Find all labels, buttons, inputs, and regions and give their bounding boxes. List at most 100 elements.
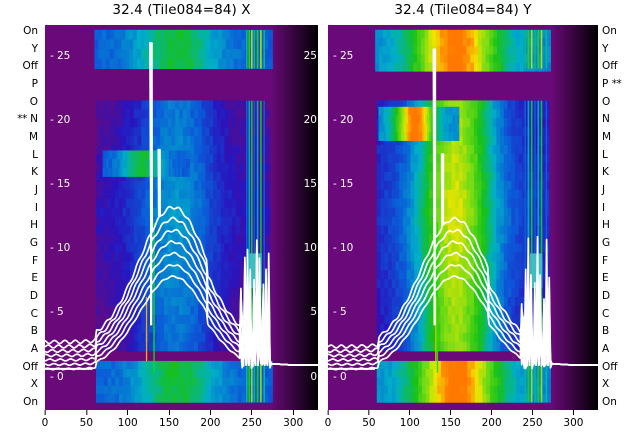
- x-tick-50: 50: [362, 410, 376, 429]
- row-label-on-0: On: [602, 25, 617, 37]
- y-tick-label-25-inner: -25: [333, 50, 353, 62]
- y-tick-label-20-inner: -20: [333, 114, 353, 126]
- row-label-d-15: D: [602, 290, 611, 302]
- row-label-n-5: N: [602, 113, 610, 126]
- panel-title-right: 32.4 (Tile084=84) Y: [394, 2, 532, 18]
- row-label-l-7: L: [602, 148, 608, 161]
- y-tick-mark: -: [333, 178, 337, 191]
- row-label-off-19: Off: [22, 360, 39, 373]
- row-label-g-12: G: [602, 237, 611, 249]
- y-tick-text: 20: [57, 113, 71, 126]
- y-tick-mark: -: [50, 306, 54, 319]
- y-tick-label-5-inner: -5: [50, 306, 64, 318]
- x-tick-mark: [572, 410, 574, 415]
- y-tick-label-25-outer: 25: [303, 49, 317, 62]
- x-tick-200: 200: [200, 410, 220, 429]
- y-tick-mark: -: [333, 49, 337, 62]
- y-tick-text: 15: [57, 178, 71, 191]
- heatmap-panel-y[interactable]: -0-5-10-15-20-25: [328, 25, 598, 410]
- x-tick-label: 150: [159, 417, 180, 429]
- row-label-k-8: K: [602, 166, 609, 179]
- row-label-h-11: H: [602, 219, 610, 232]
- y-tick-label-15-inner: -15: [50, 178, 70, 190]
- heatmap-panel-x[interactable]: -0-5-10-15-20-25 0 5 10 15 20 25: [45, 25, 318, 410]
- x-tick-100: 100: [400, 410, 420, 429]
- row-label-text: P: [602, 78, 609, 90]
- y-tick-label-10-inner: -10: [333, 242, 353, 254]
- x-tick-mark: [368, 410, 370, 415]
- row-label-off-19: Off: [602, 360, 618, 373]
- x-tick-mark: [409, 410, 411, 415]
- heatmap-canvas-x: [45, 25, 318, 410]
- y-tick-text: 10: [340, 242, 354, 255]
- x-tick-label: 0: [41, 417, 49, 429]
- row-label-a-18: A: [30, 343, 38, 355]
- x-tick-mark: [450, 410, 452, 415]
- x-tick-mark: [251, 410, 253, 415]
- row-label-c-16: C: [602, 307, 610, 320]
- row-label-m-6: M: [28, 131, 38, 143]
- x-tick-label: 100: [117, 417, 138, 429]
- y-tick-label-0-inner: -0: [50, 371, 64, 383]
- row-label-j-9: J: [34, 184, 38, 196]
- y-tick-mark: -: [50, 242, 54, 255]
- x-tick-0: 0: [41, 410, 49, 429]
- y-tick-text: 15: [340, 178, 354, 191]
- y-tick-text: 20: [340, 113, 354, 126]
- row-label-on-21: On: [23, 396, 38, 408]
- row-label-g-12: G: [29, 237, 38, 249]
- x-tick-label: 200: [481, 417, 502, 429]
- row-label-text: N: [30, 113, 38, 126]
- row-label-f-13: F: [31, 254, 38, 267]
- row-label-m-6: M: [602, 131, 612, 143]
- y-tick-label-10-outer: 10: [303, 242, 317, 255]
- y-tick-text: 25: [340, 49, 354, 62]
- x-tick-mark: [292, 410, 294, 415]
- x-tick-label: 100: [399, 417, 420, 429]
- row-label-off-2: Off: [22, 60, 39, 73]
- y-tick-text: 5: [340, 306, 347, 319]
- x-tick-250: 250: [523, 410, 543, 429]
- y-tick-text: 25: [57, 49, 71, 62]
- y-tick-text: 10: [57, 242, 71, 255]
- row-label-y-1: Y: [602, 42, 609, 55]
- y-tick-label-5-outer: 5: [310, 306, 317, 319]
- row-label-i-10: I: [602, 201, 606, 214]
- x-tick-300: 300: [563, 410, 583, 429]
- y-tick-mark: -: [50, 178, 54, 191]
- x-tick-250: 250: [242, 410, 262, 429]
- row-label-c-16: C: [30, 307, 38, 320]
- x-tick-mark: [491, 410, 493, 415]
- row-label-n-5: ** N: [17, 114, 38, 125]
- row-label-on-0: On: [23, 25, 38, 37]
- row-label-p-3: P: [31, 78, 38, 90]
- x-tick-mark: [327, 410, 329, 415]
- row-label-o-4: O: [602, 95, 611, 108]
- y-tick-text: 5: [57, 306, 64, 319]
- row-label-o-4: O: [29, 95, 38, 108]
- x-tick-label: 300: [283, 417, 304, 429]
- y-tick-mark: -: [333, 370, 337, 383]
- x-tick-mark: [127, 410, 129, 415]
- y-tick-mark: -: [50, 49, 54, 62]
- y-tick-mark: -: [50, 113, 54, 126]
- row-label-on-21: On: [602, 396, 617, 408]
- row-label-k-8: K: [31, 166, 38, 179]
- x-tick-label: 0: [324, 417, 332, 429]
- row-label-b-17: B: [30, 325, 38, 338]
- y-tick-mark: -: [50, 370, 54, 383]
- y-tick-label-15-outer: 15: [303, 178, 317, 191]
- x-axis-right: 0 50 100 150 200 250 300: [324, 410, 598, 440]
- x-tick-mark: [44, 410, 46, 415]
- y-tick-label-20-outer: 20: [303, 113, 317, 126]
- x-tick-150: 150: [441, 410, 461, 429]
- x-tick-label: 250: [241, 417, 262, 429]
- row-label-b-17: B: [602, 325, 610, 338]
- y-tick-text: 0: [340, 370, 347, 383]
- row-label-d-15: D: [29, 290, 38, 302]
- panel-title-left: 32.4 (Tile084=84) X: [112, 2, 251, 18]
- x-tick-150: 150: [159, 410, 179, 429]
- x-tick-100: 100: [118, 410, 138, 429]
- row-label-x-20: X: [30, 378, 38, 391]
- x-tick-label: 250: [522, 417, 543, 429]
